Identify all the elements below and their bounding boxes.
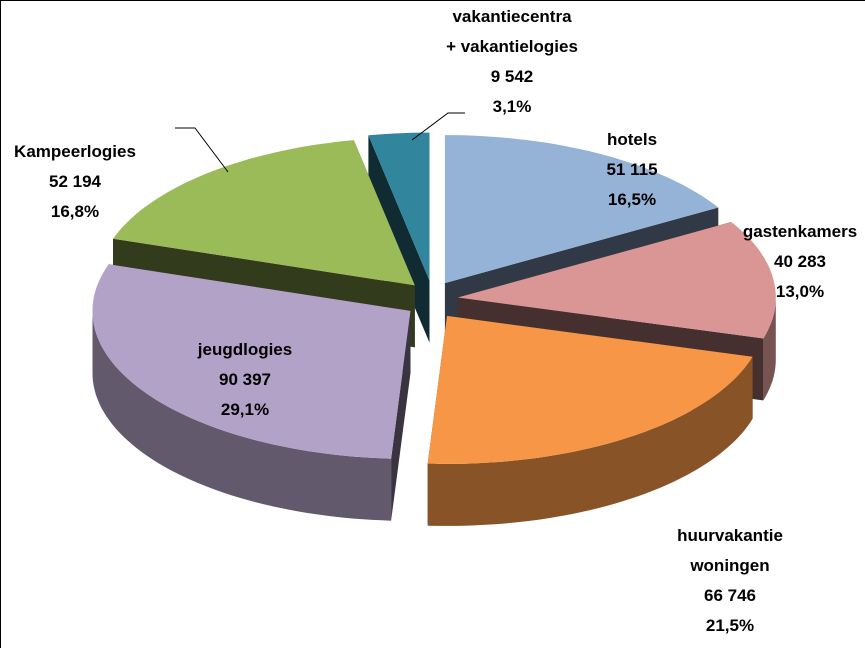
slice-wall	[763, 297, 776, 401]
leader-line	[411, 112, 465, 141]
slice-label: vakantiecentra	[452, 7, 572, 26]
slice	[457, 222, 776, 339]
value-label: 9 542	[491, 67, 534, 86]
percent-label: 21,5%	[706, 616, 754, 635]
slice-label: gastenkamers	[743, 222, 857, 241]
percent-label: 3,1%	[493, 97, 532, 116]
slice	[444, 135, 719, 284]
slice-label: hotels	[607, 130, 657, 149]
percent-label: 29,1%	[221, 400, 269, 419]
percent-label: 16,8%	[51, 202, 99, 221]
slice	[427, 315, 753, 464]
pie	[92, 132, 776, 526]
slice-label: Kampeerlogies	[14, 142, 136, 161]
value-label: 40 283	[774, 252, 826, 271]
slice-label: huurvakantie	[677, 526, 783, 545]
value-label: 51 115	[606, 160, 657, 179]
slice	[92, 264, 411, 459]
slice-label: jeugdlogies	[197, 340, 292, 359]
value-label: 52 194	[49, 172, 102, 191]
slice-label: + vakantielogies	[446, 37, 578, 56]
slice-wall	[427, 356, 753, 526]
slice	[368, 132, 430, 281]
slice-wall	[92, 310, 392, 521]
slice-label: woningen	[689, 556, 769, 575]
value-label: 90 397	[219, 370, 271, 389]
percent-label: 13,0%	[776, 282, 824, 301]
value-label: 66 746	[704, 586, 756, 605]
labels: hotels 51 115 16,5% gastenkamers 40 283 13,0%…	[14, 7, 857, 635]
leader-line	[175, 127, 229, 173]
percent-label: 16,5%	[608, 190, 656, 209]
slice	[113, 140, 415, 286]
